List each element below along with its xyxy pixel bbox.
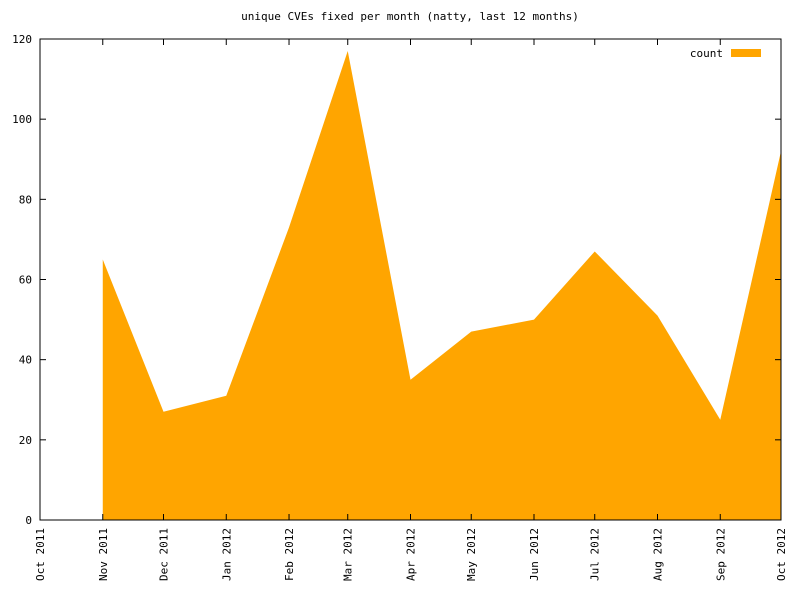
y-tick-label: 120 [12,33,32,46]
y-tick-label: 20 [19,434,32,447]
y-tick-label: 80 [19,193,32,206]
x-tick-label: May 2012 [465,528,478,581]
x-tick-label: Mar 2012 [342,528,355,581]
x-tick-label: Aug 2012 [652,528,665,581]
legend: count [690,47,761,60]
y-tick-label: 40 [19,354,32,367]
chart-title: unique CVEs fixed per month (natty, last… [241,10,579,23]
area [102,51,781,521]
x-tick-label: Nov 2011 [97,528,110,581]
x-tick-label: Feb 2012 [283,528,296,581]
x-tick-label: Sep 2012 [714,528,727,581]
y-tick-label: 0 [25,514,32,527]
legend-label: count [690,47,723,60]
x-tick-label: Jul 2012 [589,528,602,581]
y-tick-label: 100 [12,113,32,126]
x-tick-label: Jun 2012 [528,528,541,581]
plot-area [102,51,781,521]
x-tick-label: Jan 2012 [220,528,233,581]
y-tick-label: 60 [19,274,32,287]
x-tick-label: Oct 2012 [775,528,788,581]
x-tick-label: Dec 2011 [158,528,171,581]
legend-swatch [731,49,761,57]
x-tick-label: Oct 2011 [34,528,47,581]
x-tick-label: Apr 2012 [405,528,418,581]
